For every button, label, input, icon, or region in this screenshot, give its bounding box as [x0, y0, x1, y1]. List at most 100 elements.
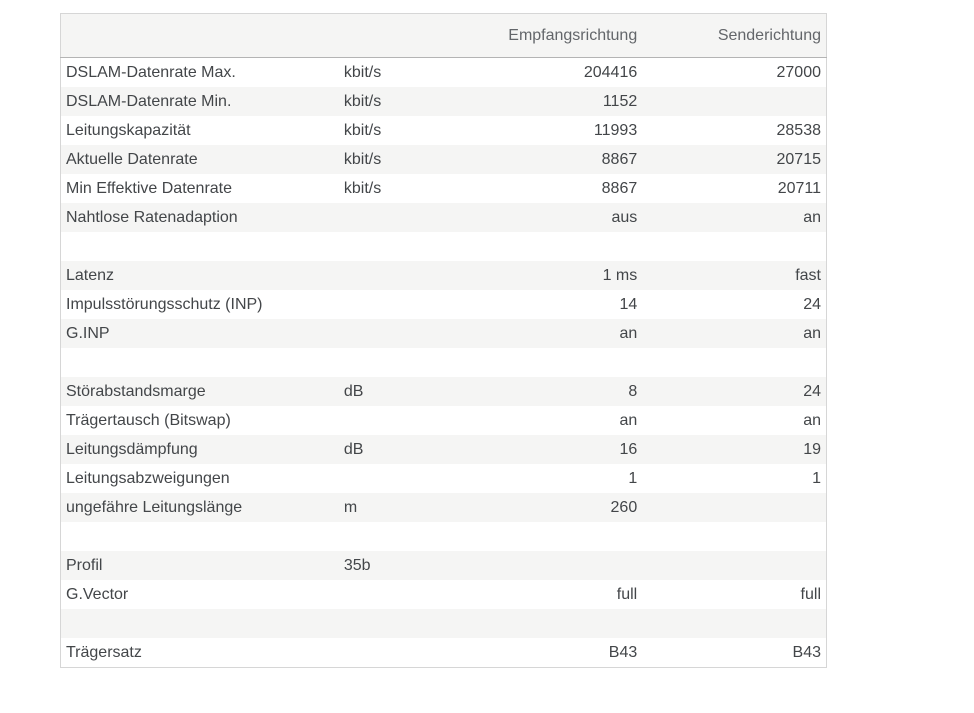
column-header-unit — [338, 13, 454, 58]
row-unit-cell — [339, 638, 454, 668]
row-label-cell — [61, 609, 339, 638]
row-label-cell: Latenz — [66, 266, 115, 284]
row-rx-cell: 1152 — [602, 92, 638, 110]
row-rx-cell — [454, 232, 642, 261]
row-tx-cell: 19 — [803, 440, 821, 458]
row-rx-cell: B43 — [608, 643, 638, 661]
row-label-cell: Nahtlose Ratenadaption — [66, 208, 238, 226]
row-unit-cell — [339, 203, 454, 232]
row-unit-cell: m — [343, 498, 358, 516]
table-row: Trägertausch (Bitswap) an an — [61, 406, 827, 435]
spacer-row — [61, 522, 827, 551]
row-unit-cell: kbit/s — [343, 150, 382, 168]
row-label-cell: Störabstandsmarge — [66, 382, 206, 400]
row-label-cell: G.INP — [66, 324, 110, 342]
row-unit-cell: kbit/s — [343, 63, 382, 81]
row-tx-cell: 28538 — [776, 121, 822, 139]
row-tx-cell: 24 — [803, 382, 821, 400]
row-unit-cell: kbit/s — [343, 92, 382, 110]
row-tx-cell: fast — [795, 266, 821, 284]
row-rx-cell: an — [619, 324, 638, 342]
row-tx-cell: B43 — [792, 643, 821, 661]
row-label-cell: Leitungsdämpfung — [66, 440, 198, 458]
row-label-cell: Leitungskapazität — [66, 121, 191, 139]
dsl-table-body: DSLAM-Datenrate Max. kbit/s 204416 27000 DSL… — [60, 58, 827, 668]
row-tx-cell: 27000 — [776, 63, 822, 81]
row-label-cell: Profil — [66, 556, 103, 574]
row-rx-cell: aus — [611, 208, 638, 226]
spacer-row — [61, 232, 827, 261]
dsl-info-table: Empfangsrichtung Senderichtung DSLAM-Dat… — [60, 13, 827, 668]
row-tx-cell: full — [800, 585, 821, 603]
table-row: DSLAM-Datenrate Max. kbit/s 204416 27000 — [61, 58, 827, 88]
table-row: Impulsstörungsschutz (INP) 14 24 — [61, 290, 827, 319]
spacer-row — [61, 348, 827, 377]
row-label-cell: G.Vector — [66, 585, 129, 603]
row-label-cell: DSLAM-Datenrate Min. — [66, 92, 232, 110]
row-unit-cell: 35b — [343, 556, 371, 574]
row-rx-cell — [454, 348, 642, 377]
row-label-cell — [61, 522, 339, 551]
row-rx-cell: 1 ms — [602, 266, 638, 284]
spacer-row — [60, 609, 827, 638]
row-label-cell — [61, 348, 339, 377]
row-rx-cell: 11993 — [593, 121, 638, 139]
table-row: Leitungsabzweigungen 1 1 — [61, 464, 827, 493]
row-unit-cell: dB — [343, 440, 364, 458]
row-label-cell: Trägertausch (Bitswap) — [66, 411, 231, 429]
table-row: Leitungsdämpfung dB 16 19 — [60, 435, 827, 464]
table-row: Min Effektive Datenrate kbit/s 8867 20711 — [61, 174, 827, 203]
row-unit-cell — [339, 406, 454, 435]
row-unit-cell — [339, 290, 454, 319]
row-unit-cell — [339, 580, 454, 609]
table-row: ungefähre Leitungslänge m 260 — [60, 493, 827, 522]
row-rx-cell: 14 — [619, 295, 638, 313]
row-label-cell: DSLAM-Datenrate Max. — [66, 63, 236, 81]
row-rx-cell: 204416 — [583, 63, 638, 81]
table-row: G.INP an an — [60, 319, 827, 348]
table-row: Störabstandsmarge dB 8 24 — [60, 377, 827, 406]
row-rx-cell: 1 — [628, 469, 638, 487]
row-rx-cell — [454, 522, 642, 551]
row-label-cell: Impulsstörungsschutz (INP) — [66, 295, 263, 313]
row-unit-cell — [339, 464, 454, 493]
row-rx-cell: 16 — [619, 440, 638, 458]
row-tx-cell: 20711 — [777, 179, 821, 197]
row-tx-cell — [642, 87, 826, 116]
row-tx-cell: an — [803, 411, 821, 429]
table-row: Leitungskapazität kbit/s 11993 28538 — [61, 116, 827, 145]
row-tx-cell — [642, 609, 826, 638]
row-tx-cell: an — [803, 324, 821, 342]
table-header-row: Empfangsrichtung Senderichtung — [60, 13, 827, 58]
table-row: G.Vector full full — [61, 580, 827, 609]
row-rx-cell: 8867 — [601, 150, 638, 168]
row-unit-cell — [339, 609, 454, 638]
row-tx-cell — [642, 493, 826, 522]
row-rx-cell: full — [616, 585, 638, 603]
row-rx-cell: 8 — [628, 382, 638, 400]
dsl-info-table-container: Empfangsrichtung Senderichtung DSLAM-Dat… — [60, 13, 827, 668]
row-tx-cell: 20715 — [776, 150, 822, 168]
row-unit-cell — [339, 232, 454, 261]
row-rx-cell: 260 — [610, 498, 638, 516]
row-tx-cell — [642, 522, 826, 551]
row-unit-cell — [339, 522, 454, 551]
row-rx-cell — [454, 609, 642, 638]
row-unit-cell: kbit/s — [343, 179, 382, 197]
row-label-cell — [61, 232, 339, 261]
column-header-empfangsrichtung: Empfangsrichtung — [454, 13, 643, 58]
row-tx-cell — [642, 551, 826, 580]
row-label-cell: Min Effektive Datenrate — [66, 179, 233, 197]
row-rx-cell: 8867 — [601, 179, 638, 197]
row-tx-cell: 1 — [812, 469, 821, 487]
table-row: DSLAM-Datenrate Min. kbit/s 1152 — [60, 87, 827, 116]
table-row: Trägersatz B43 B43 — [61, 638, 827, 668]
row-tx-cell: 24 — [803, 295, 821, 313]
column-header-senderichtung: Senderichtung — [642, 13, 827, 58]
row-tx-cell — [642, 232, 826, 261]
row-tx-cell — [642, 348, 826, 377]
row-unit-cell — [339, 261, 454, 290]
row-rx-cell: an — [619, 411, 638, 429]
row-label-cell: Aktuelle Datenrate — [66, 150, 198, 168]
table-row: Aktuelle Datenrate kbit/s 8867 20715 — [60, 145, 827, 174]
